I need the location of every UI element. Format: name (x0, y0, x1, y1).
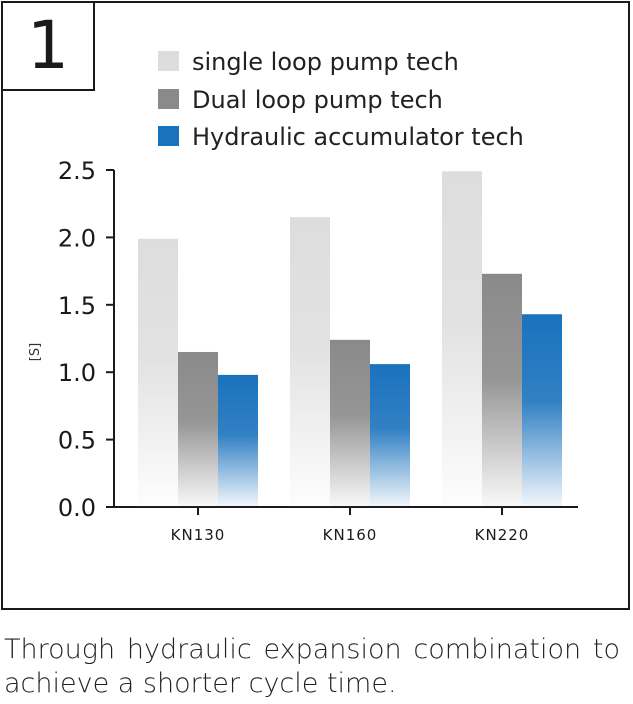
bar-kn130-series-3 (218, 374, 258, 507)
chart-panel: 1 (1, 1, 630, 610)
caption: Through hydraulic expansion combination … (4, 634, 620, 699)
y-tick-label: 2.5 (58, 157, 96, 185)
bar-kn220-series-3 (522, 314, 562, 507)
bar-chart: single loop pump tech Dual loop pump tech… (28, 48, 578, 544)
legend-swatch-1 (158, 51, 179, 71)
y-tick-label: 2.0 (58, 224, 96, 252)
legend: single loop pump tech Dual loop pump tech… (158, 48, 524, 151)
legend-label-3: Hydraulic accumulator tech (192, 123, 524, 151)
panel-number: 1 (3, 3, 95, 91)
y-tick-label: 1.0 (58, 359, 96, 387)
legend-label-2: Dual loop pump tech (192, 86, 443, 114)
legend-swatch-3 (158, 126, 179, 146)
y-tick-label: 0.5 (58, 427, 96, 455)
bar-kn160-series-3 (370, 364, 410, 507)
bar-kn160-series-1 (290, 217, 330, 507)
x-tick-label: KN160 (323, 526, 378, 544)
bar-kn220-series-1 (442, 171, 482, 507)
y-tick-label: 1.5 (58, 292, 96, 320)
x-tick-label: KN130 (171, 526, 226, 544)
legend-swatch-2 (158, 89, 179, 109)
x-tick-label: KN220 (475, 526, 530, 544)
bar-kn220-series-2 (482, 273, 522, 507)
bar-kn160-series-2 (330, 339, 370, 507)
bar-kn130-series-1 (138, 238, 178, 508)
legend-label-1: single loop pump tech (192, 48, 459, 76)
axes: 0.0 0.5 1.0 1.5 2.0 2.5 [S] KN130 KN160 KN220 (28, 157, 578, 544)
y-tick-label: 0.0 (58, 494, 96, 522)
bars (138, 171, 562, 508)
y-axis-label: [S] (28, 343, 43, 361)
bar-kn130-series-2 (178, 351, 218, 507)
